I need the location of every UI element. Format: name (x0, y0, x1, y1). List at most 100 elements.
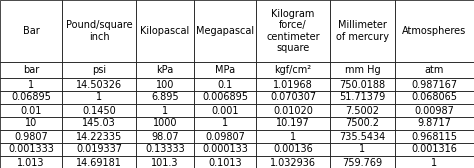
Bar (194, 0, 256, 62)
Text: 0.068065: 0.068065 (411, 93, 457, 102)
Bar (330, 143, 395, 156)
Text: Bar: Bar (23, 26, 39, 36)
Text: Kilopascal: Kilopascal (140, 26, 190, 36)
Bar (0, 117, 62, 130)
Text: 1.01968: 1.01968 (273, 79, 313, 90)
Bar (256, 62, 330, 78)
Bar (330, 91, 395, 104)
Bar (395, 156, 474, 168)
Bar (256, 117, 330, 130)
Bar (62, 78, 136, 91)
Text: 14.69181: 14.69181 (76, 158, 122, 167)
Text: 0.01: 0.01 (20, 106, 42, 116)
Bar (395, 130, 474, 143)
Text: 0.001333: 0.001333 (8, 144, 54, 155)
Text: 0.006895: 0.006895 (202, 93, 248, 102)
Bar (194, 91, 256, 104)
Text: 0.019337: 0.019337 (76, 144, 122, 155)
Text: 0.9807: 0.9807 (14, 132, 48, 141)
Text: 0.001316: 0.001316 (411, 144, 457, 155)
Bar (0, 156, 62, 168)
Bar (62, 91, 136, 104)
Bar (256, 0, 330, 62)
Bar (395, 117, 474, 130)
Text: 1: 1 (359, 144, 365, 155)
Text: 0.01020: 0.01020 (273, 106, 313, 116)
Bar (0, 143, 62, 156)
Text: Megapascal: Megapascal (196, 26, 254, 36)
Text: 10: 10 (25, 118, 37, 129)
Bar (256, 91, 330, 104)
Text: 1: 1 (431, 158, 438, 167)
Text: 14.22335: 14.22335 (76, 132, 122, 141)
Text: Pound/square
inch: Pound/square inch (66, 20, 132, 42)
Bar (194, 156, 256, 168)
Text: 9.8717: 9.8717 (418, 118, 451, 129)
Bar (330, 117, 395, 130)
Bar (62, 156, 136, 168)
Text: atm: atm (425, 65, 444, 75)
Bar (330, 104, 395, 117)
Text: 145.03: 145.03 (82, 118, 116, 129)
Text: 7.5002: 7.5002 (346, 106, 380, 116)
Bar (62, 0, 136, 62)
Bar (395, 104, 474, 117)
Text: 6.895: 6.895 (151, 93, 179, 102)
Text: 1.032936: 1.032936 (270, 158, 316, 167)
Text: psi: psi (92, 65, 106, 75)
Text: 101.3: 101.3 (151, 158, 179, 167)
Text: mm Hg: mm Hg (345, 65, 380, 75)
Text: 1: 1 (28, 79, 34, 90)
Text: 0.09807: 0.09807 (205, 132, 245, 141)
Bar (194, 143, 256, 156)
Text: 1: 1 (96, 93, 102, 102)
Bar (395, 62, 474, 78)
Bar (256, 156, 330, 168)
Text: bar: bar (23, 65, 39, 75)
Bar (395, 0, 474, 62)
Text: 0.968115: 0.968115 (411, 132, 457, 141)
Bar (136, 91, 194, 104)
Text: 98.07: 98.07 (151, 132, 179, 141)
Bar (194, 130, 256, 143)
Text: Atmospheres: Atmospheres (402, 26, 466, 36)
Bar (194, 78, 256, 91)
Text: 0.13333: 0.13333 (145, 144, 185, 155)
Text: 0.1013: 0.1013 (208, 158, 242, 167)
Text: 0.1: 0.1 (218, 79, 233, 90)
Text: 0.070307: 0.070307 (270, 93, 316, 102)
Bar (0, 130, 62, 143)
Bar (395, 78, 474, 91)
Bar (256, 104, 330, 117)
Bar (62, 104, 136, 117)
Bar (0, 78, 62, 91)
Text: MPa: MPa (215, 65, 235, 75)
Bar (136, 0, 194, 62)
Text: 735.5434: 735.5434 (339, 132, 386, 141)
Bar (0, 104, 62, 117)
Text: 7500.2: 7500.2 (346, 118, 380, 129)
Text: 0.000133: 0.000133 (202, 144, 248, 155)
Bar (194, 104, 256, 117)
Text: 0.987167: 0.987167 (411, 79, 457, 90)
Bar (136, 130, 194, 143)
Bar (136, 117, 194, 130)
Bar (136, 104, 194, 117)
Text: Millimeter
of mercury: Millimeter of mercury (336, 20, 389, 42)
Bar (330, 62, 395, 78)
Text: 0.1450: 0.1450 (82, 106, 116, 116)
Bar (256, 78, 330, 91)
Bar (330, 78, 395, 91)
Text: kgf/cm²: kgf/cm² (274, 65, 311, 75)
Bar (136, 156, 194, 168)
Bar (136, 78, 194, 91)
Text: Kilogram
force/
centimeter
square: Kilogram force/ centimeter square (266, 9, 320, 53)
Text: 1: 1 (290, 132, 296, 141)
Bar (395, 91, 474, 104)
Text: 1000: 1000 (153, 118, 177, 129)
Bar (256, 130, 330, 143)
Text: 750.0188: 750.0188 (339, 79, 385, 90)
Bar (0, 0, 62, 62)
Text: 759.769: 759.769 (342, 158, 383, 167)
Bar (136, 143, 194, 156)
